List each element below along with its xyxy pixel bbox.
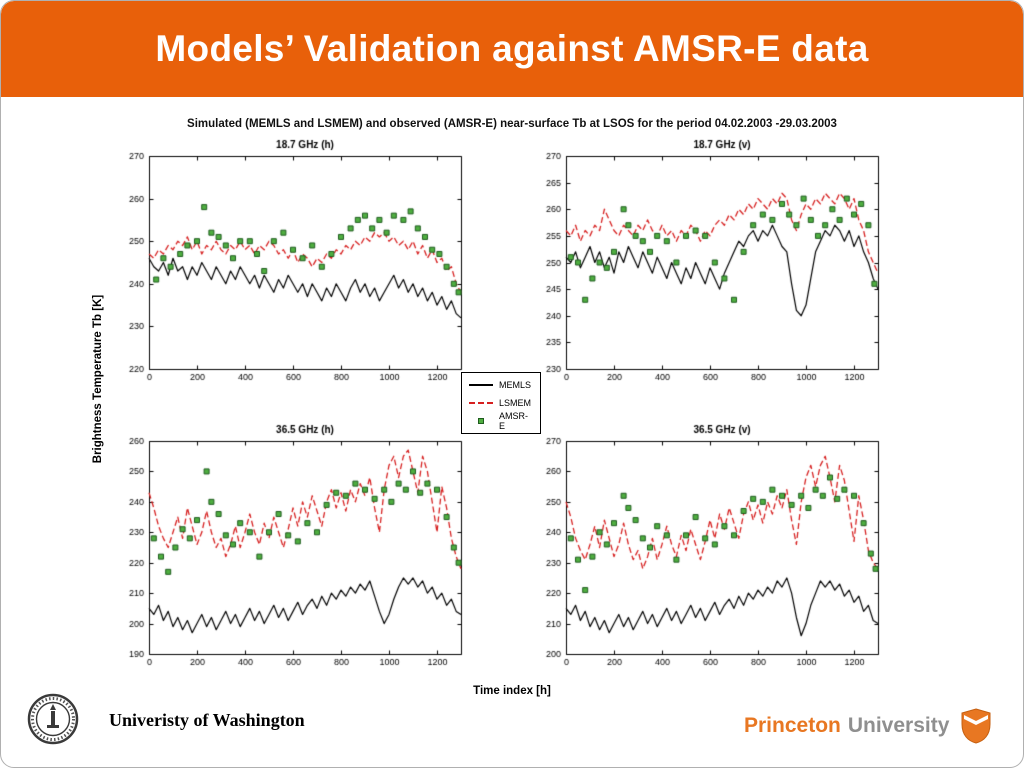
legend-item-amsre: AMSR-E bbox=[469, 411, 533, 431]
amsre-marker-sample bbox=[469, 417, 493, 425]
uw-seal-icon bbox=[27, 693, 79, 745]
legend-item-memls: MEMLS bbox=[469, 380, 533, 390]
chart-18-7ghz-v bbox=[521, 131, 892, 399]
uw-institution-label: Univeristy of Washington bbox=[109, 710, 305, 730]
chart-36-5ghz-v bbox=[521, 416, 892, 684]
slide-title: Models’ Validation against AMSR-E data bbox=[155, 28, 869, 69]
y-axis-label: Brightness Temperature Tb [K] bbox=[92, 294, 104, 464]
university-word: University bbox=[847, 714, 950, 737]
chart-18-7ghz-h bbox=[104, 131, 475, 399]
memls-line-sample bbox=[469, 384, 493, 386]
princeton-institution-label: Princeton University bbox=[744, 708, 991, 744]
princeton-shield-icon bbox=[961, 708, 991, 744]
princeton-word: Princeton bbox=[744, 714, 841, 737]
lsmem-line-sample bbox=[469, 402, 493, 404]
x-axis-label: Time index [h] bbox=[473, 685, 551, 697]
figure-title: Simulated (MEMLS and LSMEM) and observed… bbox=[187, 118, 837, 130]
chart-36-5ghz-h bbox=[104, 416, 475, 684]
legend-label-amsre: AMSR-E bbox=[499, 411, 528, 431]
legend-label-lsmem: LSMEM bbox=[499, 398, 532, 408]
slide-header: Models’ Validation against AMSR-E data bbox=[1, 1, 1023, 97]
legend-label-memls: MEMLS bbox=[499, 380, 532, 390]
legend: MEMLS LSMEM AMSR-E bbox=[461, 372, 541, 434]
legend-item-lsmem: LSMEM bbox=[469, 398, 533, 408]
